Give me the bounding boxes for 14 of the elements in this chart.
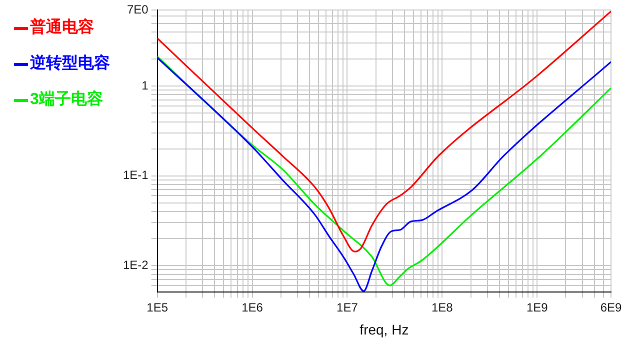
- x-tick-label: 6E9: [600, 300, 622, 314]
- x-axis-title: freq, Hz: [360, 321, 409, 338]
- y-tick-label: 1E-2: [122, 258, 149, 272]
- y-tick-label: 1E-1: [122, 168, 149, 182]
- y-tick-label: 1: [142, 78, 149, 92]
- x-tick-label: 1E7: [336, 300, 358, 314]
- x-tick-label: 1E8: [431, 300, 454, 314]
- x-tick-label: 1E6: [242, 300, 264, 314]
- x-tick-label: 1E5: [146, 300, 168, 314]
- legend-label: 普通电容: [30, 16, 94, 38]
- legend-label: 逆转型电容: [30, 53, 110, 74]
- y-tick-label: 7E0: [126, 2, 149, 17]
- legend-label: 3端子电容: [30, 89, 103, 110]
- x-tick-label: 1E9: [526, 300, 548, 314]
